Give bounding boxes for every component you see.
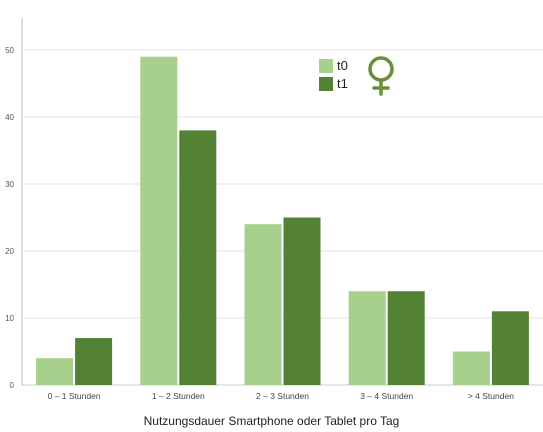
bar-t1-3 [283,217,321,385]
y-tick-label: 40 [5,113,14,122]
category-label: 0 – 1 Stunden [48,391,101,401]
y-tick-label: 20 [5,247,14,256]
category-label: 2 – 3 Stunden [256,391,309,401]
legend-label-t0: t0 [337,58,348,73]
legend: t0 t1 [319,56,394,96]
category-label: > 4 Stunden [468,391,514,401]
female-symbol-icon [368,56,394,96]
legend-swatch-t1 [319,77,333,91]
gridlines [22,49,543,386]
bar-t0-1 [36,358,74,385]
category-label: 3 – 4 Stunden [360,391,413,401]
category-labels: 0 – 1 Stunden 1 – 2 Stunden 2 – 3 Stunden 3… [48,391,515,401]
y-tick-label: 10 [5,314,14,323]
category-label: 1 – 2 Stunden [152,391,205,401]
bar-t1-2 [179,130,217,385]
bar-chart: 0 10 20 30 40 50 0 – 1 Stunden 1 – 2 Stunden 2 … [5,18,543,401]
bar-t1-4 [387,291,425,385]
bar-t0-5 [452,351,490,385]
bar-t0-2 [140,56,178,385]
bars [36,56,529,385]
y-tick-label: 50 [5,46,14,55]
bar-t1-1 [75,338,113,385]
legend-label-t1: t1 [337,76,348,91]
bar-t0-3 [244,224,282,385]
y-tick-label: 0 [10,381,15,390]
y-tick-labels: 0 10 20 30 40 50 [5,46,14,390]
bar-t1-5 [491,311,529,385]
y-tick-label: 30 [5,180,14,189]
x-axis-label: Nutzungsdauer Smartphone oder Tablet pro… [143,414,400,428]
legend-swatch-t0 [319,59,333,73]
bar-t0-4 [348,291,386,385]
